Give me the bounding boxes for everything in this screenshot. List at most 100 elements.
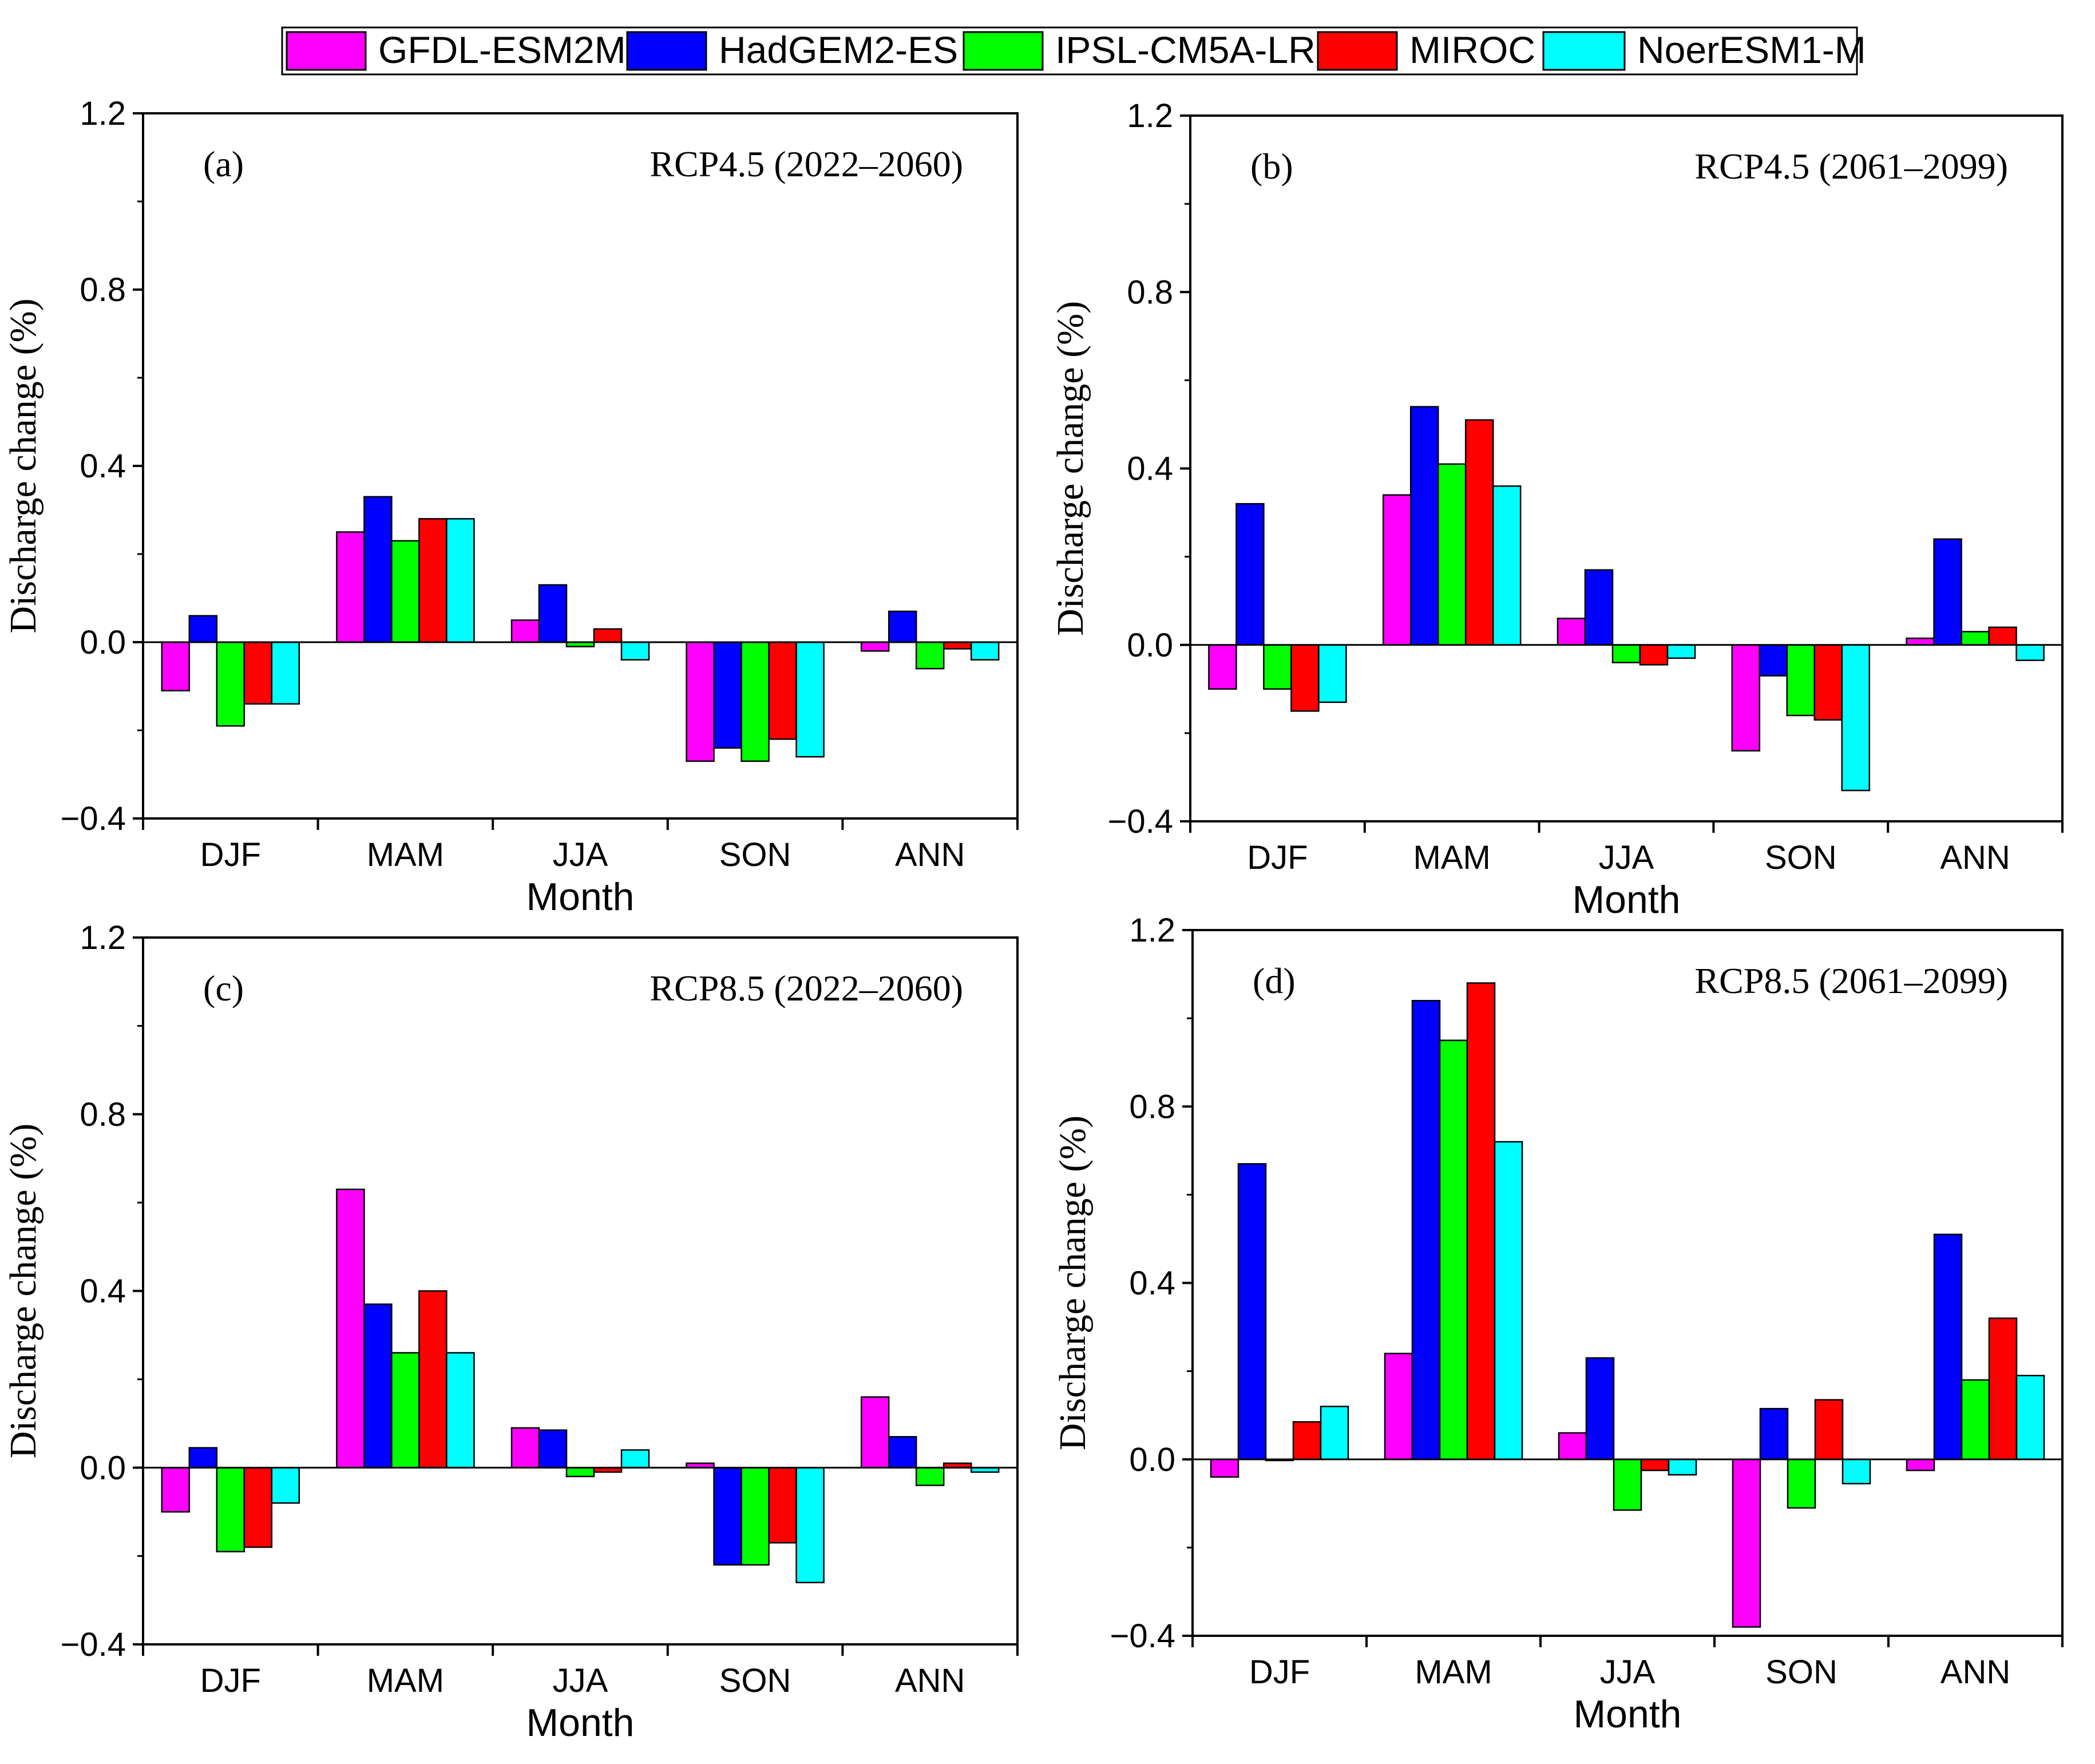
panel-title: RCP8.5 (2061–2099) [1694, 960, 2008, 1001]
y-tick-label-2: 0.4 [1129, 1265, 1175, 1302]
bar-NoerESM1-M-DJF [1318, 644, 1347, 703]
legend-swatch-2 [963, 31, 1044, 71]
legend-swatch-3 [1317, 31, 1398, 71]
x-axis-title: Month [1574, 1692, 1682, 1736]
bar-MIROC-DJF [1290, 644, 1320, 712]
bar-IPSL-CM5A-LR-DJF [216, 641, 245, 727]
y-tick-label-4: 1.2 [1127, 97, 1173, 135]
bar-MIROC-DJF [243, 1467, 273, 1548]
bar-NoerESM1-M-JJA [1666, 644, 1696, 659]
bar-MIROC-JJA [593, 628, 623, 643]
bar-HadGEM2-ES-DJF [1237, 1163, 1267, 1460]
bar-HadGEM2-ES-JJA [1585, 1357, 1615, 1461]
panel-title: RCP8.5 (2022–2060) [650, 968, 963, 1008]
bar-HadGEM2-ES-MAM [1411, 1000, 1441, 1461]
bar-NoerESM1-M-DJF [271, 641, 300, 705]
bar-GFDL-ESM2M-ANN [860, 641, 890, 652]
bar-MIROC-SON [768, 641, 797, 740]
x-axis-title: Month [526, 1701, 635, 1745]
legend-swatch-4 [1542, 31, 1626, 71]
bar-GFDL-ESM2M-SON [686, 641, 715, 762]
bar-IPSL-CM5A-LR-JJA [1611, 644, 1641, 663]
bar-GFDL-ESM2M-MAM [336, 1188, 365, 1469]
plot-frame [142, 936, 1019, 1646]
bar-GFDL-ESM2M-MAM [336, 531, 365, 643]
bar-NoerESM1-M-DJF [271, 1467, 300, 1504]
panel-tag: (c) [203, 968, 244, 1008]
legend-swatch-1 [626, 31, 707, 71]
bar-IPSL-CM5A-LR-JJA [1613, 1458, 1642, 1511]
bar-IPSL-CM5A-LR-MAM [391, 540, 420, 643]
y-tick-label-3: 0.8 [1127, 274, 1173, 311]
chart-panel-1: −0.4 0.0 0.4 0.8 1.2 DJF MAM JJA SON ANN Month Disc… [1050, 97, 2064, 921]
bar-GFDL-ESM2M-SON [1731, 644, 1761, 752]
bar-NoerESM1-M-SON [1841, 644, 1871, 792]
bar-HadGEM2-ES-ANN [888, 1435, 917, 1469]
bar-MIROC-JJA [1639, 644, 1669, 666]
bar-GFDL-ESM2M-MAM [1384, 1352, 1413, 1461]
legend-label-2: IPSL-CM5A-LR [1055, 29, 1316, 71]
panel-tag: (a) [203, 144, 244, 184]
bar-NoerESM1-M-SON [1841, 1458, 1871, 1485]
bar-IPSL-CM5A-LR-DJF [216, 1467, 245, 1553]
legend-label-3: MIROC [1409, 29, 1535, 71]
bar-MIROC-MAM [418, 518, 447, 643]
bar-IPSL-CM5A-LR-ANN [915, 1467, 945, 1486]
x-tick-label-MAM: MAM [1415, 1654, 1492, 1691]
legend: GFDL-ESM2M HadGEM2-ES IPSL-CM5A-LR MIROC Noe… [281, 26, 1866, 76]
bar-GFDL-ESM2M-ANN [1906, 1458, 1935, 1472]
bar-IPSL-CM5A-LR-SON [1787, 1458, 1816, 1509]
x-tick-label-SON: SON [1765, 839, 1837, 876]
bar-HadGEM2-ES-MAM [363, 496, 393, 643]
bar-NoerESM1-M-JJA [620, 641, 650, 661]
bar-MIROC-ANN [942, 641, 972, 650]
y-tick-label-0: −0.4 [61, 800, 126, 837]
x-tick-label-JJA: JJA [1599, 839, 1654, 876]
y-tick-label-2: 0.4 [80, 1273, 126, 1310]
bar-IPSL-CM5A-LR-SON [1786, 644, 1816, 717]
chart-panel-3: −0.4 0.0 0.4 0.8 1.2 DJF MAM JJA SON ANN Month Disc… [1052, 912, 2064, 1736]
y-tick-label-0: −0.4 [1108, 803, 1174, 840]
bar-NoerESM1-M-ANN [2015, 1375, 2045, 1461]
bar-MIROC-DJF [1292, 1421, 1322, 1460]
bar-NoerESM1-M-MAM [1492, 485, 1522, 646]
bar-IPSL-CM5A-LR-SON [740, 1467, 770, 1566]
bar-NoerESM1-M-MAM [446, 518, 475, 643]
bar-HadGEM2-ES-DJF [188, 1447, 218, 1469]
bar-GFDL-ESM2M-ANN [1906, 637, 1935, 646]
bar-NoerESM1-M-SON [795, 1467, 825, 1584]
x-tick-label-DJF: DJF [1247, 839, 1308, 876]
x-tick-label-SON: SON [719, 836, 791, 873]
x-tick-label-SON: SON [1765, 1654, 1837, 1691]
bar-IPSL-CM5A-LR-JJA [565, 1467, 595, 1477]
panel-title: RCP4.5 (2061–2099) [1694, 146, 2008, 187]
bar-HadGEM2-ES-JJA [1584, 569, 1614, 646]
y-tick-label-0: −0.4 [1110, 1617, 1176, 1655]
y-tick-label-4: 1.2 [80, 919, 126, 956]
x-tick-label-ANN: ANN [895, 836, 965, 873]
bar-IPSL-CM5A-LR-MAM [1439, 1039, 1468, 1460]
bar-GFDL-ESM2M-DJF [161, 1467, 191, 1513]
bar-NoerESM1-M-MAM [1494, 1141, 1523, 1460]
bar-HadGEM2-ES-MAM [1409, 406, 1439, 646]
bar-NoerESM1-M-ANN [2015, 644, 2045, 661]
y-tick-label-3: 0.8 [80, 1096, 126, 1133]
y-tick-label-2: 0.4 [80, 448, 126, 485]
bar-HadGEM2-ES-MAM [363, 1303, 393, 1469]
y-tick-label-1: 0.0 [1129, 1441, 1175, 1478]
bar-IPSL-CM5A-LR-ANN [1961, 631, 1990, 646]
bar-IPSL-CM5A-LR-ANN [1961, 1379, 1990, 1461]
bar-NoerESM1-M-JJA [620, 1449, 650, 1469]
y-tick-label-1: 0.0 [80, 1449, 126, 1486]
legend-swatch-0 [286, 31, 367, 71]
x-tick-label-JJA: JJA [553, 836, 608, 873]
y-tick-label-2: 0.4 [1127, 450, 1173, 488]
y-tick-label-3: 0.8 [1129, 1088, 1175, 1125]
bar-HadGEM2-ES-ANN [1933, 538, 1962, 646]
x-tick-label-ANN: ANN [895, 1662, 965, 1699]
y-tick-label-4: 1.2 [1129, 912, 1175, 949]
bar-MIROC-ANN [1988, 626, 2017, 646]
panel-tag: (b) [1250, 146, 1293, 187]
bar-MIROC-MAM [418, 1290, 447, 1469]
